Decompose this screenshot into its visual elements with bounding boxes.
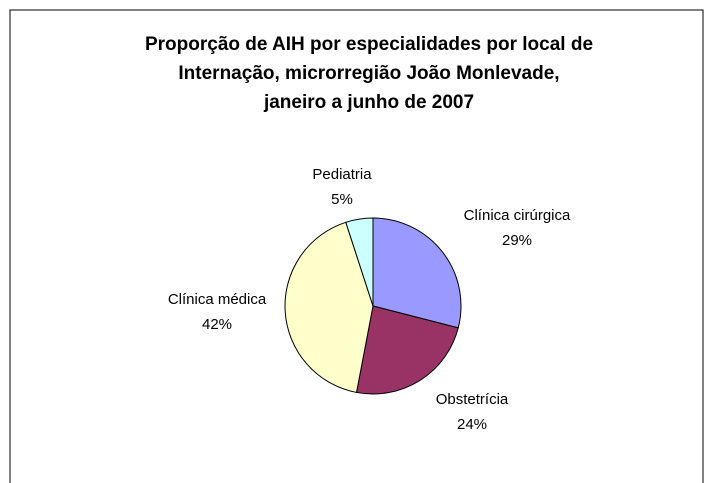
slice-label: Obstetrícia [436,391,509,408]
slice-value: 5% [331,191,353,208]
chart-title: Internação, microrregião João Monlevade, [178,63,559,84]
slice-label: Clínica médica [168,291,267,308]
slice-value: 29% [502,232,532,249]
chart-title: Proporção de AIH por especialidades por … [145,34,593,55]
slice-value: 24% [457,416,487,433]
pie-slice [372,217,462,329]
pie-slice [284,221,374,394]
slice-label: Clínica cirúrgica [464,207,571,224]
slice-value: 42% [202,316,232,333]
pie-slice [355,305,459,395]
chart-frame [9,9,704,483]
pie-slice [345,217,374,307]
slice-label: Pediatria [312,166,372,183]
chart-title: janeiro a junho de 2007 [263,92,474,113]
